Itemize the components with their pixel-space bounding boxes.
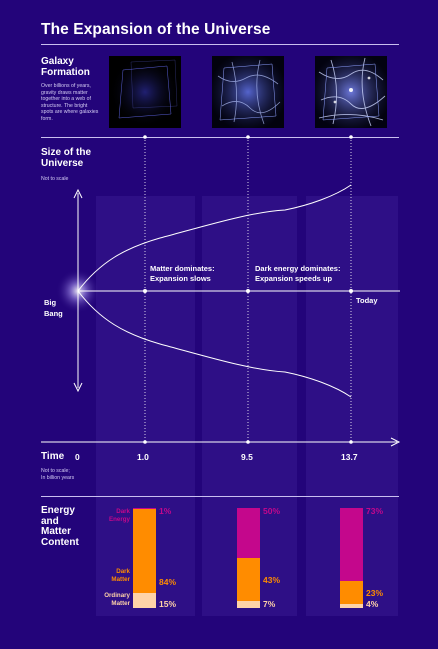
dark-energy-percent: 1% — [159, 506, 172, 516]
galaxy-cube-today-graphic — [315, 56, 387, 128]
galaxy-description: Over billions of years, gravity draws ma… — [41, 83, 99, 122]
expansion-curve-upper — [77, 184, 352, 292]
stacked-bar-3 — [340, 508, 363, 608]
time-tick-3: 13.7 — [341, 452, 358, 462]
size-note: Not to scale — [41, 176, 69, 182]
time-dot-3 — [349, 440, 353, 444]
galaxy-rule — [41, 137, 399, 138]
galaxy-cube-early-graphic — [109, 56, 181, 128]
matter-dominates-label: Matter dominates: Expansion slows — [150, 264, 215, 283]
ordinary-matter-segment — [237, 601, 260, 608]
galaxy-cube-early — [109, 56, 181, 128]
galaxy-cube-middle-graphic — [212, 56, 284, 128]
dark-matter-segment — [133, 509, 156, 593]
ordinary-matter-segment — [340, 604, 363, 608]
title-rule — [41, 44, 399, 45]
time-dot-2 — [246, 440, 250, 444]
time-rule — [41, 496, 399, 497]
dark-matter-percent: 23% — [366, 587, 384, 598]
size-heading: Size of the Universe — [41, 147, 92, 169]
today-label: Today — [356, 296, 378, 305]
guide-dot-top-1 — [143, 135, 147, 139]
dark-energy-percent: 50% — [263, 506, 281, 516]
dark-energy-segment — [133, 508, 156, 509]
ordinary-matter-segment — [133, 593, 156, 608]
dark-matter-percent: 43% — [263, 574, 281, 585]
ordinary-matter-percent: 15% — [159, 599, 177, 609]
galaxy-cube-today — [315, 56, 387, 128]
guide-dot-top-2 — [246, 135, 250, 139]
page-title: The Expansion of the Universe — [41, 21, 271, 38]
galaxy-heading: Galaxy Formation — [41, 56, 90, 78]
ordinary-matter-label: Ordinary Matter — [104, 592, 130, 607]
dark-matter-segment — [237, 558, 260, 601]
dark-energy-dominates-label: Dark energy dominates: Expansion speeds … — [255, 264, 341, 283]
time-note: Not to scale; In billion years — [41, 468, 75, 481]
dark-energy-segment — [237, 508, 260, 558]
dark-energy-label: Dark Energy — [109, 508, 130, 523]
dark-energy-segment — [340, 508, 363, 581]
time-dot-1 — [143, 440, 147, 444]
dark-energy-percent: 73% — [366, 506, 384, 516]
energy-heading: Energy and Matter Content — [41, 505, 79, 548]
size-arrow-head-up — [73, 188, 83, 199]
time-tick-2: 9.5 — [241, 452, 253, 462]
time-tick-1: 1.0 — [137, 452, 149, 462]
stacked-bar-2 — [237, 508, 260, 608]
ordinary-matter-percent: 7% — [263, 599, 276, 609]
guide-dot-top-3 — [349, 135, 353, 139]
size-arrow-head-down — [73, 382, 83, 393]
big-bang-label: Big Bang — [44, 298, 63, 318]
time-heading: Time — [41, 451, 65, 462]
center-dot-3 — [349, 289, 353, 293]
time-axis-arrowhead — [390, 437, 401, 447]
expansion-curve-lower — [77, 290, 352, 398]
center-dot-2 — [246, 289, 250, 293]
time-tick-0: 0 — [75, 452, 80, 462]
dark-matter-percent: 84% — [159, 577, 177, 587]
galaxy-cube-middle — [212, 56, 284, 128]
ordinary-matter-percent: 4% — [366, 599, 379, 609]
center-dot-1 — [143, 289, 147, 293]
dark-matter-label: Dark Matter — [111, 568, 130, 583]
stacked-bar-1 — [133, 508, 156, 608]
dark-matter-segment — [340, 581, 363, 604]
